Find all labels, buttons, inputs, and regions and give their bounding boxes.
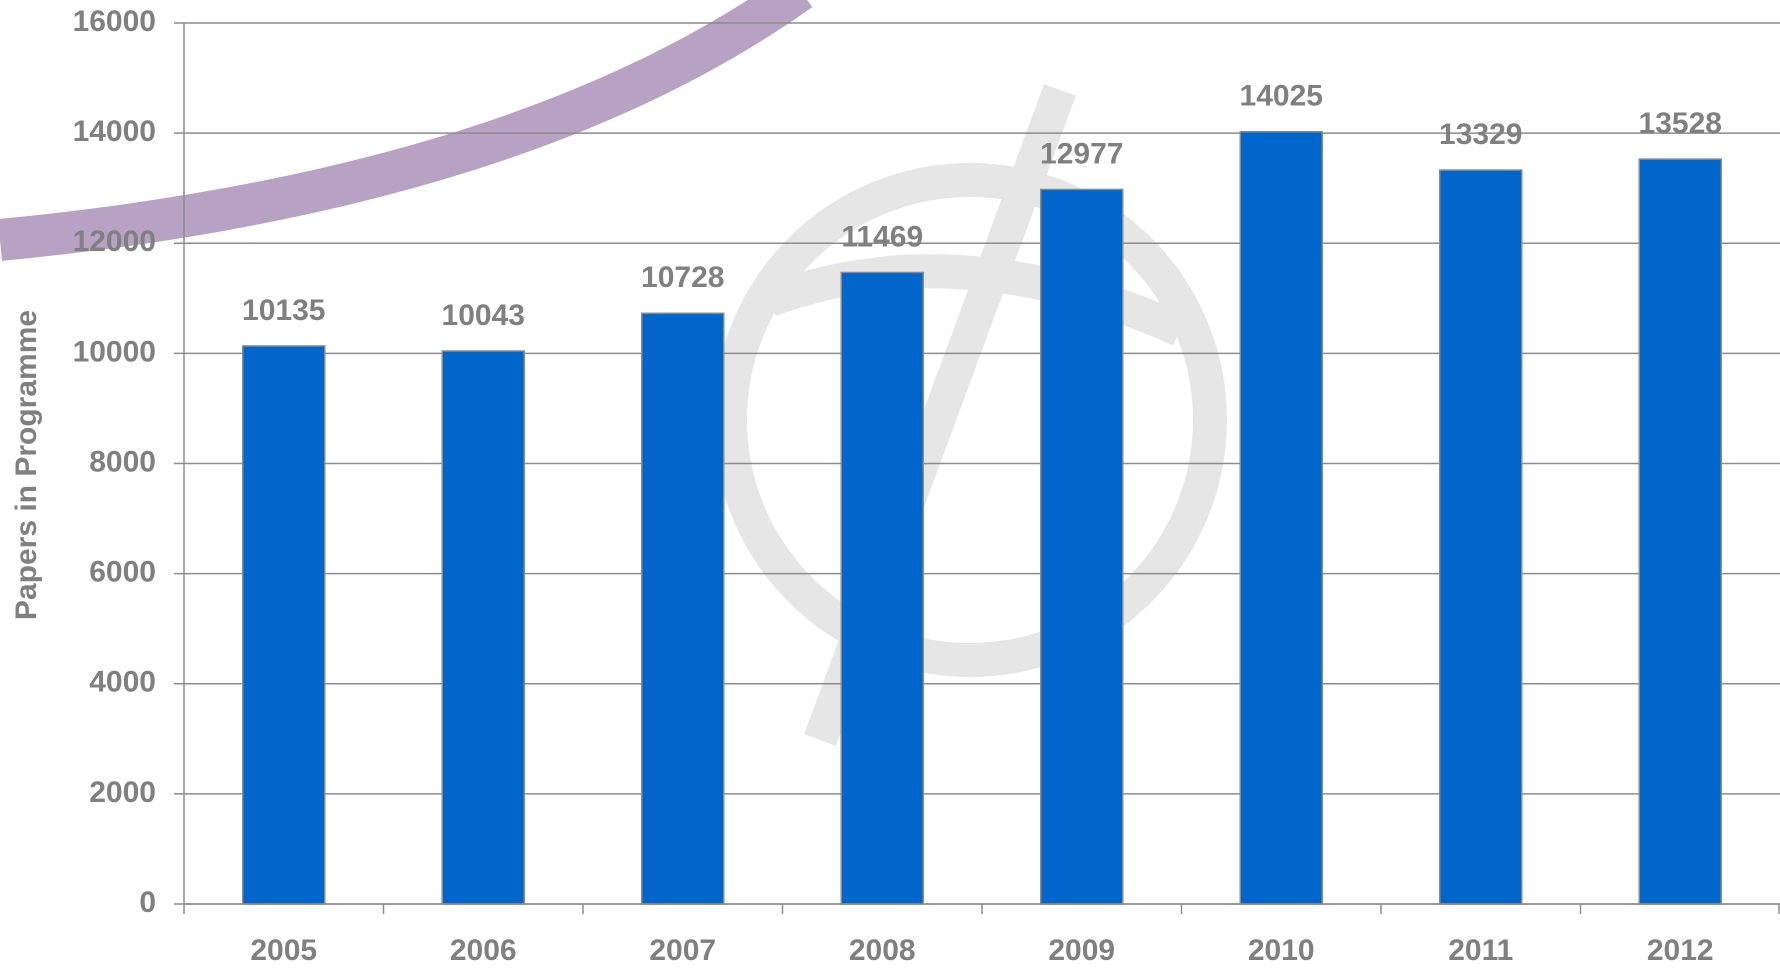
value-label: 10043 [442, 299, 525, 332]
watermark [713, 84, 1227, 746]
value-label: 14025 [1240, 80, 1323, 113]
bar [840, 271, 924, 905]
y-tick-label: 2000 [89, 776, 156, 809]
x-tick-label: 2006 [450, 934, 517, 967]
x-tick-label: 2007 [649, 934, 716, 967]
value-label: 10135 [242, 294, 325, 327]
y-tick-label: 0 [139, 886, 156, 919]
y-tick-label: 16000 [73, 5, 156, 38]
y-tick-label: 6000 [89, 556, 156, 589]
decorative-arc [0, 0, 813, 261]
y-tick-label: 12000 [73, 225, 156, 258]
x-tick-label: 2005 [250, 934, 317, 967]
y-tick-label: 8000 [89, 445, 156, 478]
x-tick-label: 2008 [849, 934, 916, 967]
bar [1040, 188, 1124, 905]
value-label: 11469 [841, 220, 923, 253]
bar [1638, 158, 1722, 905]
value-label: 13329 [1439, 118, 1522, 151]
x-tick-label: 2010 [1248, 934, 1315, 967]
value-label: 13528 [1639, 107, 1722, 140]
y-tick-label: 14000 [73, 115, 156, 148]
value-label: 12977 [1040, 137, 1123, 170]
y-tick-label: 10000 [73, 335, 156, 368]
y-tick-label: 4000 [89, 666, 156, 699]
x-tick-label: 2011 [1448, 934, 1513, 967]
y-axis-label: Papers in Programme [10, 310, 43, 620]
bar [242, 345, 326, 905]
bar [641, 312, 725, 905]
value-label: 10728 [641, 261, 724, 294]
bar [1239, 130, 1323, 905]
bar [1439, 169, 1523, 905]
x-tick-label: 2009 [1048, 934, 1115, 967]
x-tick-label: 2012 [1647, 934, 1714, 967]
bar [441, 350, 525, 905]
